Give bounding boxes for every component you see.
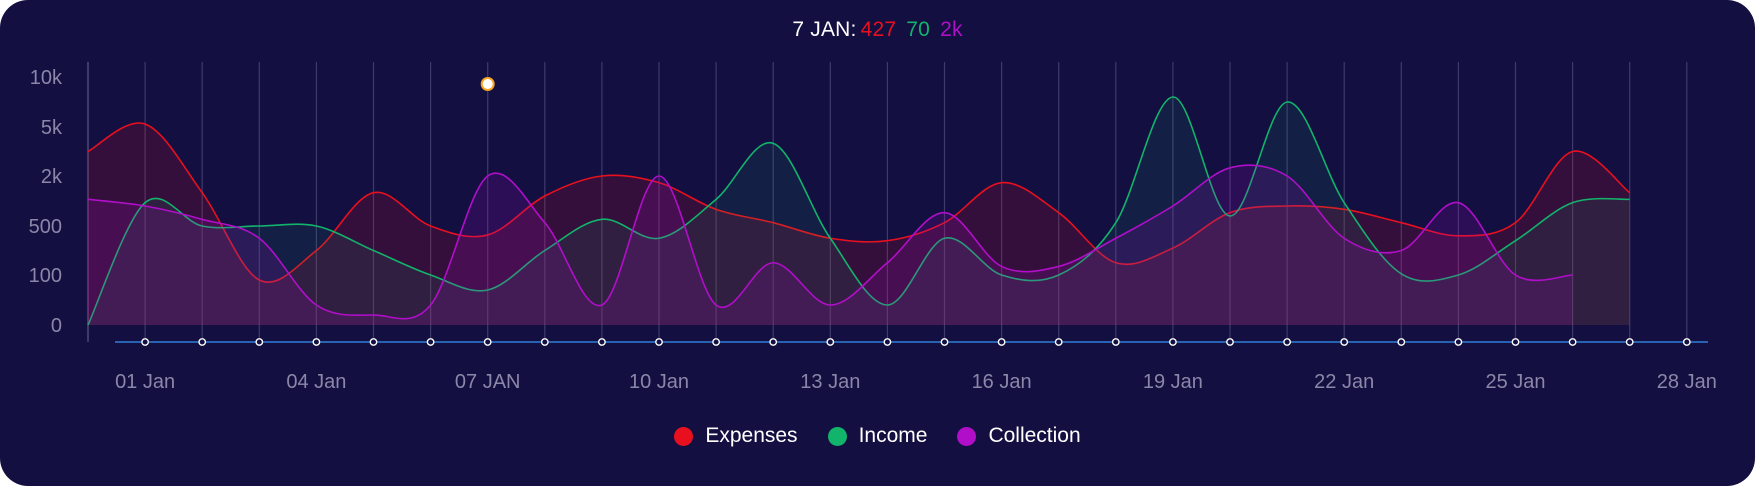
x-tick-label: 16 Jan [972, 371, 1032, 393]
x-axis-marker [1454, 338, 1463, 346]
x-axis-marker [312, 338, 321, 346]
x-tick-label: 04 Jan [286, 371, 346, 393]
x-axis-marker [369, 338, 378, 346]
x-tick-label: 07 JAN [455, 371, 521, 393]
x-axis-marker [883, 338, 892, 346]
x-tick-label: 25 Jan [1485, 371, 1545, 393]
x-axis-marker [1682, 338, 1691, 346]
tooltip-collection-value: 2k [940, 18, 963, 41]
x-axis-marker [255, 338, 264, 346]
chart-legend: Expenses Income Collection [0, 424, 1755, 448]
legend-label-income: Income [858, 424, 928, 447]
series-line-expenses [87, 122, 1631, 283]
x-axis-marker [1397, 338, 1406, 346]
y-tick-label: 10k [30, 67, 63, 89]
x-axis-marker [712, 338, 720, 346]
x-axis-marker [655, 338, 663, 346]
x-axis-marker [940, 338, 949, 346]
x-tick-label: 10 Jan [629, 371, 689, 393]
y-tick-label: 0 [51, 315, 62, 337]
legend-dot-expenses [674, 426, 694, 446]
x-tick-label: 01 Jan [115, 371, 175, 393]
tooltip-expenses-value: 427 [860, 18, 897, 41]
x-axis-marker [426, 338, 435, 346]
x-axis-marker [826, 338, 835, 346]
x-axis-marker [1511, 338, 1520, 346]
x-axis-marker [1054, 338, 1063, 346]
series-line-collection [87, 164, 1573, 320]
tooltip-income-value: 70 [906, 18, 931, 41]
legend-dot-collection [957, 426, 977, 446]
x-axis-marker [1111, 338, 1120, 346]
chart-tooltip-header: 7 JAN: 427 70 2k [0, 18, 1755, 42]
legend-label-expenses: Expenses [705, 424, 798, 447]
series-area-collection [88, 165, 1573, 325]
legend-item-collection[interactable]: Collection [957, 424, 1081, 448]
x-tick-label: 28 Jan [1657, 371, 1717, 393]
y-tick-label: 2k [41, 166, 63, 188]
legend-item-expenses[interactable]: Expenses [674, 424, 798, 448]
x-axis-marker [198, 338, 207, 346]
y-tick-label: 500 [29, 216, 62, 238]
x-axis-marker [769, 338, 778, 346]
x-axis-marker [1169, 338, 1177, 346]
x-axis-marker [997, 338, 1006, 346]
series-line-income [87, 96, 1630, 326]
series-area-expenses [88, 122, 1630, 326]
legend-label-collection: Collection [988, 424, 1081, 447]
x-tick-label: 22 Jan [1314, 371, 1374, 393]
legend-dot-income [827, 426, 847, 446]
x-axis-marker [1568, 338, 1577, 346]
x-axis-marker [483, 338, 492, 346]
x-tick-label: 19 Jan [1143, 371, 1203, 393]
x-axis-marker [540, 338, 549, 346]
x-axis-marker [141, 338, 150, 346]
hover-marker [480, 77, 495, 91]
x-tick-label: 13 Jan [800, 371, 860, 393]
y-tick-label: 5k [41, 117, 63, 139]
x-axis-marker [598, 338, 606, 346]
legend-item-income[interactable]: Income [827, 424, 928, 448]
tooltip-date: 7 JAN: [792, 18, 857, 41]
x-axis-marker [1625, 338, 1634, 346]
x-axis-marker [1340, 338, 1349, 346]
x-axis-marker [1226, 338, 1234, 346]
y-tick-label: 100 [29, 265, 62, 287]
series-area-income [88, 96, 1630, 326]
x-axis-marker [1283, 338, 1292, 346]
